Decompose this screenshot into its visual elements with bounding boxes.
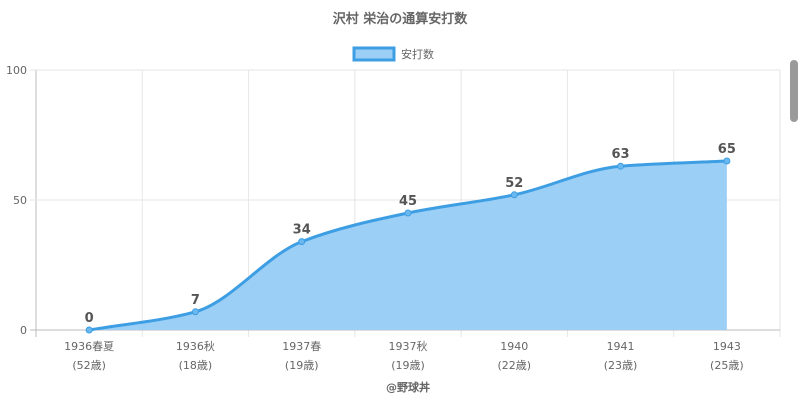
plot-area xyxy=(88,159,727,332)
chart-title: 沢村 栄治の通算安打数 xyxy=(333,11,469,27)
legend-label: 安打数 xyxy=(401,47,434,61)
data-label: 34 xyxy=(293,223,311,238)
x-tick-label: 1940 xyxy=(500,340,528,353)
x-tick-sublabel: (18歳) xyxy=(179,359,213,372)
x-tick-sublabel: (19歳) xyxy=(285,359,319,372)
data-label: 52 xyxy=(505,176,523,191)
data-labels: 0 7 34 45 52 63 65 xyxy=(85,142,736,334)
x-tick-sublabel: (23歳) xyxy=(604,359,638,372)
data-label: 45 xyxy=(399,194,417,209)
data-point xyxy=(298,238,306,246)
x-tick-sublabel: (25歳) xyxy=(710,359,744,372)
y-tick-label: 50 xyxy=(13,194,27,207)
x-tick-sublabel: (19歳) xyxy=(391,359,425,372)
scrollbar-thumb[interactable] xyxy=(790,60,798,122)
x-tick-label: 1941 xyxy=(607,340,635,353)
x-tick-label: 1936秋 xyxy=(176,339,215,353)
data-point xyxy=(723,157,731,165)
axis-ticks: 0 50 100 1936春夏 (52歳) 1936秋 (18歳) 1937春 (19歳) 193… xyxy=(6,64,744,372)
data-point xyxy=(85,326,93,334)
x-tick-sublabel: (22歳) xyxy=(497,359,531,372)
x-tick-label: 1936春夏 xyxy=(64,340,114,353)
legend-swatch xyxy=(352,46,396,62)
data-point xyxy=(404,209,412,217)
x-tick-label: 1943 xyxy=(713,340,741,353)
data-label: 65 xyxy=(718,142,736,157)
data-label: 0 xyxy=(85,311,94,326)
data-label: 63 xyxy=(612,147,630,162)
x-tick-label: 1937春 xyxy=(282,340,321,353)
x-axis-label: @野球丼 xyxy=(386,380,430,394)
y-tick-label: 0 xyxy=(20,324,27,337)
series-area-fill xyxy=(89,161,727,330)
legend[interactable]: 安打数 xyxy=(352,46,434,62)
y-tick-label: 100 xyxy=(6,64,27,77)
x-tick-label: 1937秋 xyxy=(389,339,428,353)
data-point xyxy=(510,191,518,199)
x-tick-sublabel: (52歳) xyxy=(72,359,106,372)
data-label: 7 xyxy=(191,293,200,308)
data-point xyxy=(191,308,199,316)
data-point xyxy=(617,162,625,170)
